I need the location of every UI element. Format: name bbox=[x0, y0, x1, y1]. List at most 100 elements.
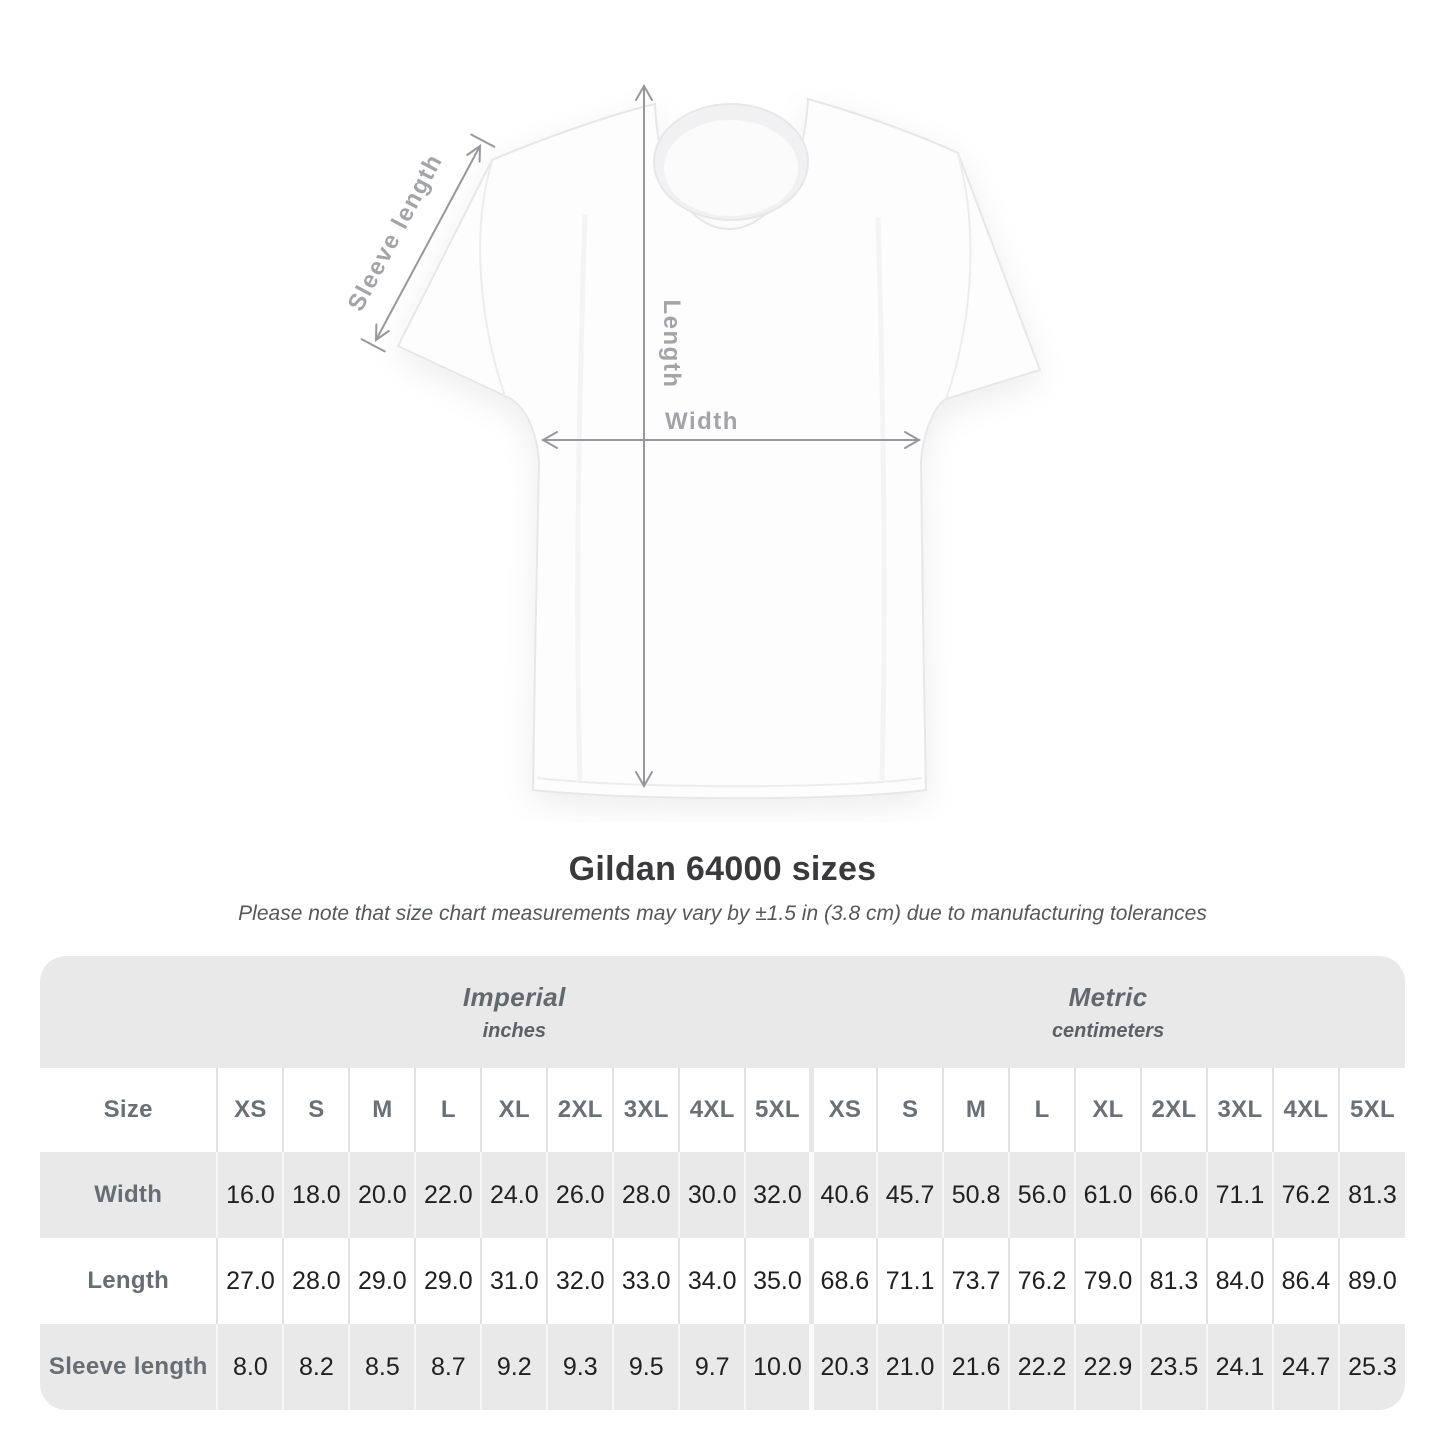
size-col-header: 2XL bbox=[546, 1068, 614, 1152]
cell: 20.3 bbox=[808, 1324, 878, 1410]
sleeve-length-arrow bbox=[360, 133, 496, 353]
cell: 9.7 bbox=[678, 1324, 746, 1410]
cell: 28.0 bbox=[282, 1238, 350, 1324]
tshirt-illustration bbox=[396, 97, 1042, 800]
cell: 66.0 bbox=[1140, 1152, 1207, 1238]
size-col-header: 4XL bbox=[678, 1068, 746, 1152]
imperial-group-header: Imperial inches bbox=[217, 956, 811, 1068]
cell: 76.2 bbox=[1271, 1152, 1339, 1238]
row-label: Length bbox=[87, 1267, 170, 1294]
collar-inner bbox=[664, 120, 798, 216]
cell: 10.0 bbox=[744, 1324, 812, 1410]
cell: 9.5 bbox=[612, 1324, 680, 1410]
cell: 61.0 bbox=[1074, 1152, 1141, 1238]
cell: 8.5 bbox=[348, 1324, 416, 1410]
tolerance-note: Please note that size chart measurements… bbox=[238, 902, 1207, 925]
cell: 9.2 bbox=[480, 1324, 548, 1410]
row-label: Width bbox=[94, 1181, 163, 1208]
cell: 25.3 bbox=[1337, 1324, 1405, 1410]
cell: 32.0 bbox=[744, 1152, 812, 1238]
cell: 9.3 bbox=[546, 1324, 614, 1410]
cell: 22.9 bbox=[1074, 1324, 1141, 1410]
table-row-length: Length 27.0 28.0 29.0 29.0 31.0 32.0 33.… bbox=[40, 1238, 1405, 1324]
metric-group-header: Metric centimeters bbox=[811, 956, 1405, 1068]
cell: 31.0 bbox=[480, 1238, 548, 1324]
cell: 45.7 bbox=[876, 1152, 944, 1238]
cell: 21.6 bbox=[942, 1324, 1010, 1410]
cell: 71.1 bbox=[1205, 1152, 1273, 1238]
size-col-header: XS bbox=[808, 1068, 878, 1152]
cell: 35.0 bbox=[744, 1238, 812, 1324]
corner-cell bbox=[40, 956, 217, 1068]
cell: 40.6 bbox=[808, 1152, 878, 1238]
cell: 8.0 bbox=[216, 1324, 284, 1410]
cell: 68.6 bbox=[808, 1238, 878, 1324]
imperial-label: Imperial bbox=[462, 981, 566, 1012]
size-col-header: M bbox=[348, 1068, 416, 1152]
cell: 56.0 bbox=[1008, 1152, 1076, 1238]
cell: 16.0 bbox=[216, 1152, 284, 1238]
metric-label: Metric bbox=[1068, 981, 1148, 1012]
cell: 73.7 bbox=[942, 1238, 1010, 1324]
row-label: Sleeve length bbox=[48, 1353, 208, 1380]
cell: 50.8 bbox=[942, 1152, 1010, 1238]
cell: 8.7 bbox=[414, 1324, 482, 1410]
seam-lines bbox=[479, 154, 972, 788]
cell: 20.0 bbox=[348, 1152, 416, 1238]
cell: 89.0 bbox=[1337, 1238, 1405, 1324]
size-col-header: 3XL bbox=[612, 1068, 680, 1152]
tshirt-measurement-diagram: Sleeve length Length Width bbox=[343, 83, 1042, 800]
size-table: Imperial inches Metric centimeters Size … bbox=[40, 956, 1405, 1410]
cell: 81.3 bbox=[1337, 1152, 1405, 1238]
cell: 26.0 bbox=[546, 1152, 614, 1238]
tshirt-diagram-svg: Sleeve length Length Width bbox=[343, 83, 1042, 800]
cell: 23.5 bbox=[1140, 1324, 1207, 1410]
length-label: Length bbox=[658, 300, 685, 389]
measurement-arrows bbox=[360, 83, 922, 789]
cell: 81.3 bbox=[1140, 1238, 1207, 1324]
size-col-header: XL bbox=[480, 1068, 548, 1152]
size-col-header: 5XL bbox=[744, 1068, 812, 1152]
size-col-header: 4XL bbox=[1271, 1068, 1339, 1152]
size-col-header: M bbox=[942, 1068, 1010, 1152]
size-col-header: 2XL bbox=[1140, 1068, 1207, 1152]
width-arrow bbox=[540, 431, 922, 449]
fabric-folds bbox=[575, 214, 887, 781]
cell: 84.0 bbox=[1205, 1238, 1273, 1324]
cell: 27.0 bbox=[216, 1238, 284, 1324]
cell: 29.0 bbox=[348, 1238, 416, 1324]
cell: 33.0 bbox=[612, 1238, 680, 1324]
size-col-header: XS bbox=[216, 1068, 284, 1152]
cell: 22.2 bbox=[1008, 1324, 1076, 1410]
size-col-header: S bbox=[282, 1068, 350, 1152]
size-col-header: L bbox=[414, 1068, 482, 1152]
size-header: Size bbox=[103, 1096, 153, 1123]
size-col-header: 3XL bbox=[1205, 1068, 1273, 1152]
size-chart-page: Sleeve length Length Width Gildan 64000 … bbox=[40, 83, 1405, 1410]
table-row-width: Width 16.0 18.0 20.0 22.0 24.0 26.0 28.0… bbox=[40, 1152, 1405, 1238]
cell: 34.0 bbox=[678, 1238, 746, 1324]
page-title: Gildan 64000 sizes bbox=[568, 850, 877, 888]
cell: 24.1 bbox=[1205, 1324, 1273, 1410]
metric-unit: centimeters bbox=[1051, 1019, 1165, 1042]
cell: 29.0 bbox=[414, 1238, 482, 1324]
cell: 28.0 bbox=[612, 1152, 680, 1238]
cell: 24.7 bbox=[1271, 1324, 1339, 1410]
size-col-header: S bbox=[876, 1068, 944, 1152]
size-header-row: Size XS S M L XL 2XL 3XL 4XL 5XL XS S M … bbox=[40, 1068, 1405, 1152]
cell: 32.0 bbox=[546, 1238, 614, 1324]
size-col-header: XL bbox=[1074, 1068, 1141, 1152]
table-row-sleeve-length: Sleeve length 8.0 8.2 8.5 8.7 9.2 9.3 9.… bbox=[40, 1324, 1405, 1410]
cell: 76.2 bbox=[1008, 1238, 1076, 1324]
width-label: Width bbox=[665, 408, 739, 435]
size-col-header: 5XL bbox=[1337, 1068, 1405, 1152]
cell: 71.1 bbox=[876, 1238, 944, 1324]
cell: 18.0 bbox=[282, 1152, 350, 1238]
unit-group-header-row: Imperial inches Metric centimeters bbox=[40, 956, 1405, 1068]
cell: 24.0 bbox=[480, 1152, 548, 1238]
cell: 79.0 bbox=[1074, 1238, 1141, 1324]
imperial-unit: inches bbox=[482, 1019, 546, 1042]
length-arrow bbox=[635, 83, 653, 789]
cell: 8.2 bbox=[282, 1324, 350, 1410]
cell: 22.0 bbox=[414, 1152, 482, 1238]
